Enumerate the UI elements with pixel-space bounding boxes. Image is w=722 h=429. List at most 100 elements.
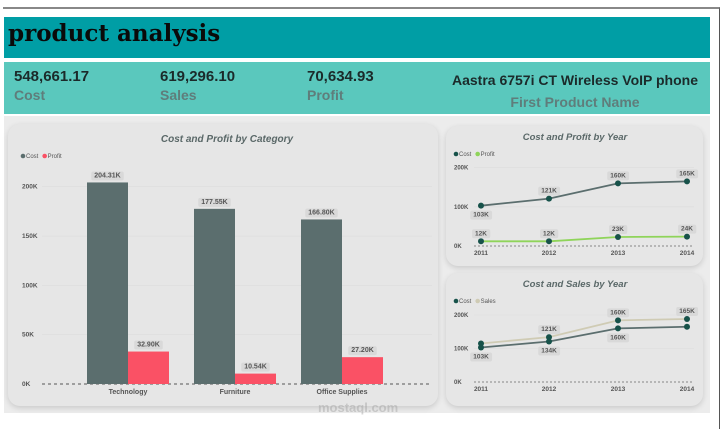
legend-marker (475, 298, 480, 304)
data-label: 10.54K (244, 364, 267, 371)
data-label-bg (538, 186, 561, 196)
data-point (546, 195, 552, 202)
data-point (615, 317, 621, 324)
data-label: 121K (541, 326, 557, 333)
data-label-bg (134, 340, 163, 350)
y-tick-label: 100K (22, 282, 38, 289)
x-tick-label: 2014 (680, 250, 695, 257)
data-label-bg (472, 229, 491, 239)
window-frame (3, 7, 720, 429)
x-tick-label: Furniture (220, 389, 251, 396)
data-point (478, 202, 484, 209)
data-label-bg (607, 308, 630, 318)
data-label-bg (678, 224, 697, 234)
data-label: 103K (473, 353, 489, 360)
data-point (684, 233, 690, 240)
data-label: 121K (541, 188, 557, 195)
line-cost (480, 325, 688, 349)
data-label: 165K (679, 170, 695, 177)
sales-year-chart-card[interactable] (446, 273, 703, 406)
y-tick-label: 100K (454, 205, 469, 211)
data-point (546, 238, 552, 245)
data-label-bg (470, 210, 493, 220)
data-label: 160K (610, 309, 626, 316)
y-tick-label: 100K (454, 347, 469, 353)
legend-marker (42, 153, 47, 159)
legend-marker (475, 151, 480, 157)
bar-cost (87, 182, 128, 384)
kpi-first-product: Aastra 6757i CT Wireless VoIP phone First… (444, 72, 706, 110)
data-label: 23K (612, 226, 624, 233)
kpi-band: 548,661.17 Cost 619,296.10 Sales 70,634.93… (4, 62, 710, 114)
y-tick-label: 200K (454, 166, 469, 172)
data-label: 12K (475, 230, 487, 237)
data-label: 27.20K (351, 347, 374, 354)
kpi-label: Sales (160, 87, 197, 103)
data-point (478, 238, 484, 245)
y-tick-label: 200K (22, 184, 38, 191)
data-label-bg (198, 197, 231, 207)
legend-item: Sales (481, 299, 496, 305)
data-label: 177.55K (201, 199, 227, 206)
x-tick-label: 2014 (680, 386, 695, 393)
data-label: 160K (610, 334, 626, 341)
data-label-bg (538, 325, 561, 335)
legend-marker (453, 298, 459, 304)
watermark: mostaql.com (318, 400, 399, 415)
data-label: 32.90K (137, 342, 160, 349)
data-label-bg (609, 224, 628, 234)
y-tick-label: 200K (454, 313, 469, 319)
chart-title: Cost and Sales by Year (523, 279, 629, 290)
bar-profit (342, 357, 383, 384)
data-label-bg (91, 171, 124, 181)
legend-marker (20, 153, 26, 159)
chart-title: Cost and Profit by Year (523, 132, 629, 143)
data-label: 103K (473, 212, 489, 219)
x-tick-label: 2013 (611, 250, 626, 257)
data-label-bg (540, 229, 559, 239)
x-tick-label: 2012 (542, 386, 557, 393)
data-label-bg (607, 171, 630, 181)
y-tick-label: 150K (22, 233, 38, 240)
profit-year-chart-card[interactable] (446, 126, 703, 266)
kpi-value: Aastra 6757i CT Wireless VoIP phone (451, 72, 698, 88)
kpi-cost: 548,661.17 Cost (14, 68, 89, 103)
data-label: 12K (543, 230, 555, 237)
data-point (615, 233, 621, 240)
data-label: 165K (679, 308, 695, 315)
y-tick-label: 50K (22, 332, 34, 339)
legend-item: Profit (48, 154, 62, 160)
data-point (684, 178, 690, 185)
y-tick-label: 0K (22, 381, 31, 388)
data-point (684, 316, 690, 323)
x-tick-label: 2013 (611, 386, 626, 393)
bar-profit (235, 373, 276, 384)
data-point (478, 344, 484, 351)
kpi-value: 548,661.17 (14, 68, 90, 85)
page-title: product analysis (8, 20, 221, 47)
data-label-bg (305, 208, 338, 218)
data-point (684, 323, 690, 330)
data-label: 166.80K (308, 209, 334, 216)
y-tick-label: 0K (454, 380, 462, 386)
bar-cost (194, 208, 235, 384)
x-tick-label: Office Supplies (317, 389, 368, 396)
kpi-label: Cost (14, 87, 46, 103)
kpi-value: 619,296.10 (160, 68, 236, 85)
bar-profit (128, 351, 169, 384)
kpi-profit: 70,634.93 Profit (307, 68, 374, 103)
x-tick-label: 2011 (474, 386, 488, 393)
kpi-label: First Product Name (510, 94, 640, 110)
data-point (615, 180, 621, 187)
data-label-bg (538, 346, 561, 356)
legend-item: Profit (481, 152, 495, 158)
x-tick-label: 2012 (542, 250, 557, 257)
data-label-bg (607, 333, 630, 343)
data-label-bg (470, 352, 493, 362)
legend-item: Cost (26, 154, 39, 160)
x-tick-label: Technology (109, 389, 148, 396)
data-point (546, 334, 552, 341)
data-label-bg (676, 307, 699, 317)
bar-cost (301, 219, 342, 384)
